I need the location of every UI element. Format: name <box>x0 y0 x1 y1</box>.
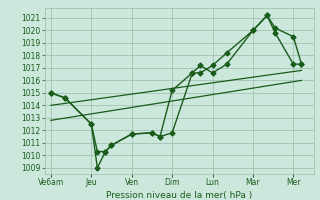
X-axis label: Pression niveau de la mer( hPa ): Pression niveau de la mer( hPa ) <box>106 191 252 200</box>
